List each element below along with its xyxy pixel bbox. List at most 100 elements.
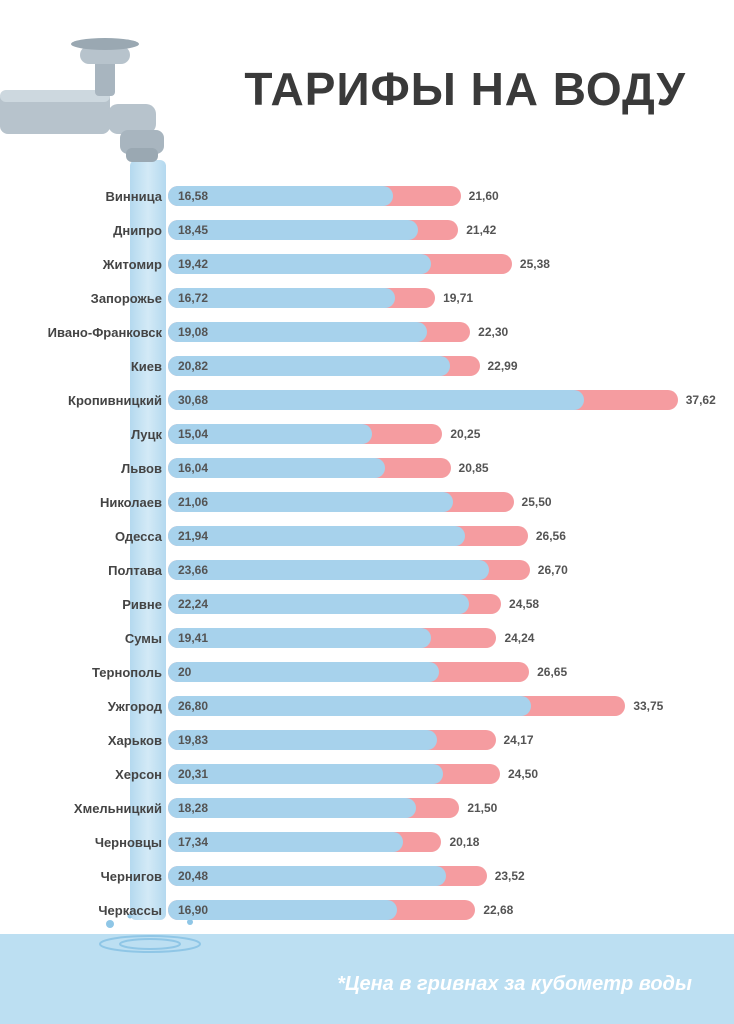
chart-row: Тернополь 20 26,65 [0, 656, 710, 688]
city-label: Черновцы [0, 835, 168, 850]
city-label: Житомир [0, 257, 168, 272]
chart-row: Кропивницкий30,6837,62 [0, 384, 710, 416]
bar-container: 16,04 20,85 [168, 458, 710, 478]
chart-row: Днипро 18,45 21,42 [0, 214, 710, 246]
value-low: 20,48 [172, 866, 214, 886]
chart-row: Львов 16,04 20,85 [0, 452, 710, 484]
bar-container: 20,31 24,50 [168, 764, 710, 784]
value-high: 20,85 [451, 458, 489, 478]
chart-row: Ужгород 26,80 33,75 [0, 690, 710, 722]
value-low: 22,24 [172, 594, 214, 614]
city-label: Сумы [0, 631, 168, 646]
bar-container: 22,24 24,58 [168, 594, 710, 614]
bar-container: 18,45 21,42 [168, 220, 710, 240]
bar-container: 15,04 20,25 [168, 424, 710, 444]
bar-container: 23,66 26,70 [168, 560, 710, 580]
value-low: 26,80 [172, 696, 214, 716]
bar-container: 21,06 25,50 [168, 492, 710, 512]
city-label: Ривне [0, 597, 168, 612]
city-label: Ивано-Франковск [0, 325, 168, 340]
bar-container: 19,83 24,17 [168, 730, 710, 750]
value-low: 17,34 [172, 832, 214, 852]
bar-low [168, 560, 489, 580]
bar-low [168, 696, 531, 716]
bar-container: 21,94 26,56 [168, 526, 710, 546]
city-label: Луцк [0, 427, 168, 442]
value-high: 24,50 [500, 764, 538, 784]
value-high: 22,99 [480, 356, 518, 376]
bar-low [168, 662, 439, 682]
chart-row: Луцк 15,04 20,25 [0, 418, 710, 450]
value-high: 22,30 [470, 322, 508, 342]
bar-container: 19,4124,24 [168, 628, 710, 648]
value-high: 20,25 [442, 424, 480, 444]
bar-container: 18,2821,50 [168, 798, 710, 818]
value-low: 20 [172, 662, 197, 682]
bar-container: 17,3420,18 [168, 832, 710, 852]
city-label: Кропивницкий [0, 393, 168, 408]
city-label: Хмельницкий [0, 801, 168, 816]
value-low: 19,83 [172, 730, 214, 750]
value-high: 25,38 [512, 254, 550, 274]
value-high: 26,65 [529, 662, 567, 682]
city-label: Тернополь [0, 665, 168, 680]
value-low: 19,42 [172, 254, 214, 274]
city-label: Харьков [0, 733, 168, 748]
value-high: 26,70 [530, 560, 568, 580]
value-high: 23,52 [487, 866, 525, 886]
value-high: 19,71 [435, 288, 473, 308]
value-high: 26,56 [528, 526, 566, 546]
chart-row: Житомир 19,42 25,38 [0, 248, 710, 280]
chart-row: Киев20,8222,99 [0, 350, 710, 382]
chart-row: Черновцы17,3420,18 [0, 826, 710, 858]
bar-container: 20,8222,99 [168, 356, 710, 376]
chart-row: Запорожье 16,72 19,71 [0, 282, 710, 314]
value-low: 19,08 [172, 322, 214, 342]
value-low: 19,41 [172, 628, 214, 648]
value-low: 16,72 [172, 288, 214, 308]
city-label: Николаев [0, 495, 168, 510]
chart-row: Ривне 22,24 24,58 [0, 588, 710, 620]
bar-container: 20 26,65 [168, 662, 710, 682]
city-label: Запорожье [0, 291, 168, 306]
value-high: 37,62 [678, 390, 716, 410]
chart-row: Винница 16,58 21,60 [0, 180, 710, 212]
value-low: 21,06 [172, 492, 214, 512]
bar-container: 26,80 33,75 [168, 696, 710, 716]
city-label: Ужгород [0, 699, 168, 714]
value-high: 25,50 [514, 492, 552, 512]
city-label: Киев [0, 359, 168, 374]
value-low: 16,58 [172, 186, 214, 206]
value-high: 21,60 [461, 186, 499, 206]
value-low: 21,94 [172, 526, 214, 546]
value-low: 20,31 [172, 764, 214, 784]
chart-row: Сумы19,4124,24 [0, 622, 710, 654]
chart-row: Харьков 19,83 24,17 [0, 724, 710, 756]
bar-container: 16,72 19,71 [168, 288, 710, 308]
value-high: 24,17 [496, 730, 534, 750]
city-label: Днипро [0, 223, 168, 238]
chart-row: Ивано-Франковск 19,08 22,30 [0, 316, 710, 348]
city-label: Одесса [0, 529, 168, 544]
bar-low [168, 390, 584, 410]
value-low: 15,04 [172, 424, 214, 444]
city-label: Львов [0, 461, 168, 476]
value-high: 33,75 [625, 696, 663, 716]
chart-row: Николаев 21,06 25,50 [0, 486, 710, 518]
chart-row: Хмельницкий18,2821,50 [0, 792, 710, 824]
chart-row: Полтава 23,66 26,70 [0, 554, 710, 586]
chart-row: Чернигов 20,48 23,52 [0, 860, 710, 892]
chart-row: Одесса 21,94 26,56 [0, 520, 710, 552]
city-label: Полтава [0, 563, 168, 578]
value-high: 21,42 [458, 220, 496, 240]
bar-container: 16,58 21,60 [168, 186, 710, 206]
value-low: 18,45 [172, 220, 214, 240]
city-label: Чернигов [0, 869, 168, 884]
value-low: 23,66 [172, 560, 214, 580]
value-high: 24,58 [501, 594, 539, 614]
value-low: 16,90 [172, 900, 214, 920]
city-label: Винница [0, 189, 168, 204]
page-title: ТАРИФЫ НА ВОДУ [244, 62, 686, 116]
value-low: 16,04 [172, 458, 214, 478]
bar-container: 20,48 23,52 [168, 866, 710, 886]
